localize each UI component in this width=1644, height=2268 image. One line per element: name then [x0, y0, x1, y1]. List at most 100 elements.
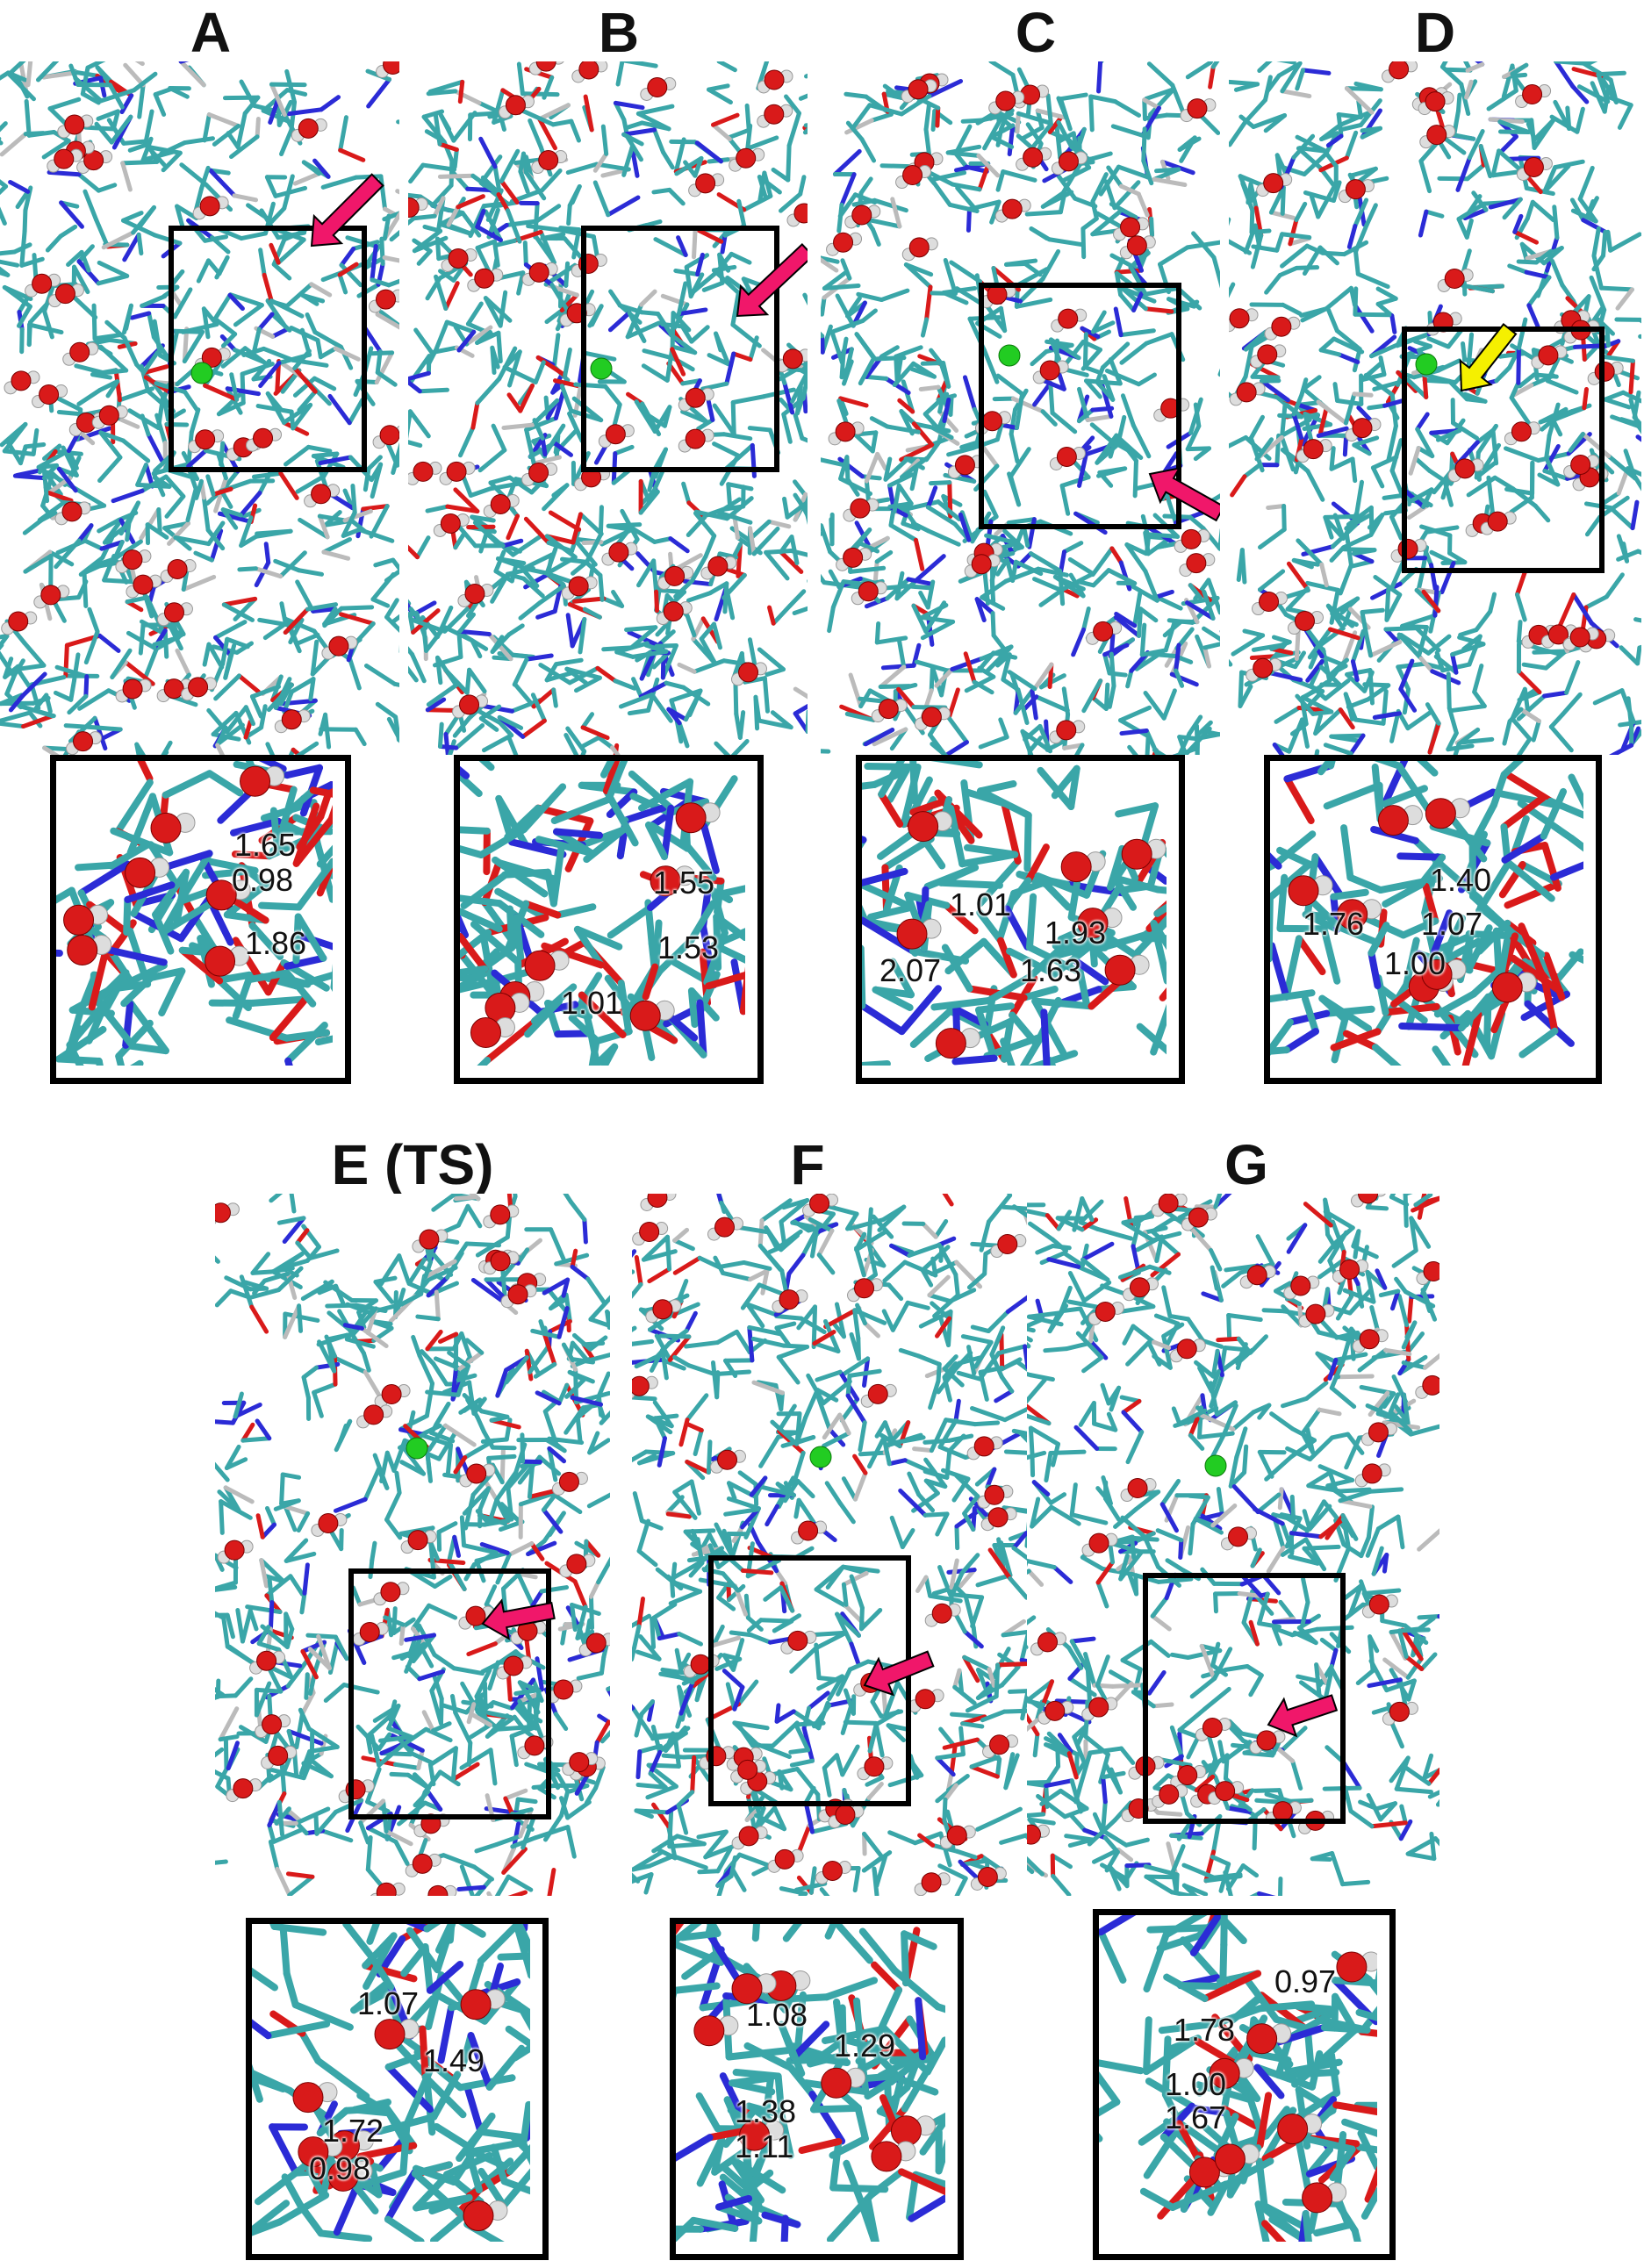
- bond: [27, 710, 43, 728]
- bond: [748, 1268, 770, 1282]
- bond: [516, 270, 526, 296]
- bond: [1465, 162, 1486, 182]
- bond: [962, 375, 977, 412]
- bond: [1301, 375, 1322, 391]
- bond: [679, 324, 694, 344]
- bond: [452, 147, 459, 169]
- bond: [945, 1809, 954, 1831]
- bond: [1548, 724, 1574, 753]
- bond: [634, 1354, 659, 1369]
- bond: [666, 1328, 689, 1346]
- bond: [288, 1574, 305, 1597]
- bond: [1317, 1407, 1342, 1417]
- bond: [434, 236, 442, 262]
- water-molecule: [192, 196, 229, 220]
- bond: [821, 334, 825, 355]
- bond: [1142, 97, 1161, 111]
- bond: [305, 602, 339, 612]
- bond: [56, 466, 78, 493]
- bond: [213, 635, 233, 658]
- bond: [603, 384, 622, 407]
- bond: [1532, 649, 1569, 655]
- bond: [762, 676, 771, 714]
- bond: [1113, 614, 1142, 638]
- bond: [742, 193, 773, 212]
- bond: [516, 61, 525, 97]
- bond: [496, 192, 510, 213]
- bond: [669, 1563, 697, 1582]
- bond: [1313, 707, 1343, 736]
- bond: [488, 475, 513, 485]
- bond: [677, 1632, 704, 1647]
- bond: [710, 112, 740, 127]
- bond: [937, 1242, 958, 1277]
- bond: [164, 494, 186, 519]
- bond: [1560, 692, 1583, 717]
- bond: [1005, 1295, 1027, 1314]
- panel-label-e: E (TS): [331, 1133, 494, 1196]
- bond: [140, 474, 169, 493]
- water-molecule: [871, 699, 908, 723]
- bond: [421, 109, 445, 119]
- bond: [1364, 203, 1378, 227]
- bond: [391, 441, 399, 476]
- bond: [1152, 176, 1188, 188]
- bond: [496, 330, 503, 364]
- bond: [180, 322, 219, 334]
- bond: [140, 136, 154, 162]
- bond: [526, 1540, 557, 1557]
- bond: [279, 601, 288, 627]
- bond: [135, 463, 148, 487]
- bond: [1009, 432, 1020, 464]
- bond: [962, 1511, 976, 1532]
- bond: [945, 150, 981, 158]
- bond: [1510, 62, 1529, 76]
- bond: [1027, 517, 1037, 549]
- bond: [730, 738, 750, 755]
- bond: [125, 520, 132, 542]
- bond: [630, 527, 657, 544]
- bond: [677, 662, 697, 674]
- water-molecule: [980, 1507, 1017, 1532]
- bond: [1418, 209, 1429, 238]
- bond: [774, 1314, 804, 1321]
- bond: [56, 410, 88, 417]
- bond: [384, 568, 399, 583]
- bond: [427, 1603, 458, 1620]
- water-molecule: [847, 1278, 884, 1303]
- bond: [269, 242, 281, 265]
- bond: [960, 1334, 994, 1345]
- bond: [408, 440, 423, 449]
- bond: [724, 496, 754, 521]
- bond: [737, 1470, 758, 1487]
- bond: [504, 1355, 529, 1385]
- bond: [1584, 514, 1603, 537]
- bond: [986, 1309, 1010, 1334]
- bond: [793, 492, 807, 511]
- bond: [926, 528, 961, 547]
- bond: [408, 544, 420, 560]
- bond: [537, 583, 566, 606]
- bond: [283, 1258, 310, 1270]
- bond: [453, 1195, 479, 1202]
- bond: [994, 109, 1022, 125]
- water-molecule: [1419, 125, 1456, 149]
- bond: [999, 1833, 1027, 1845]
- bond: [998, 717, 1009, 740]
- water-molecule: [369, 289, 399, 313]
- bond: [711, 1624, 725, 1647]
- water-molecule: [249, 1650, 286, 1675]
- bond: [1071, 627, 1087, 657]
- bond: [676, 1790, 695, 1808]
- bond: [1008, 1575, 1027, 1600]
- bond: [742, 1260, 772, 1271]
- bond: [947, 202, 980, 213]
- bond: [386, 1703, 401, 1731]
- bond: [363, 466, 371, 492]
- bond: [485, 1714, 517, 1739]
- bond: [729, 1855, 737, 1879]
- water-molecule: [980, 284, 1016, 309]
- bond: [427, 79, 465, 94]
- bond: [132, 71, 158, 93]
- bond: [1353, 312, 1392, 318]
